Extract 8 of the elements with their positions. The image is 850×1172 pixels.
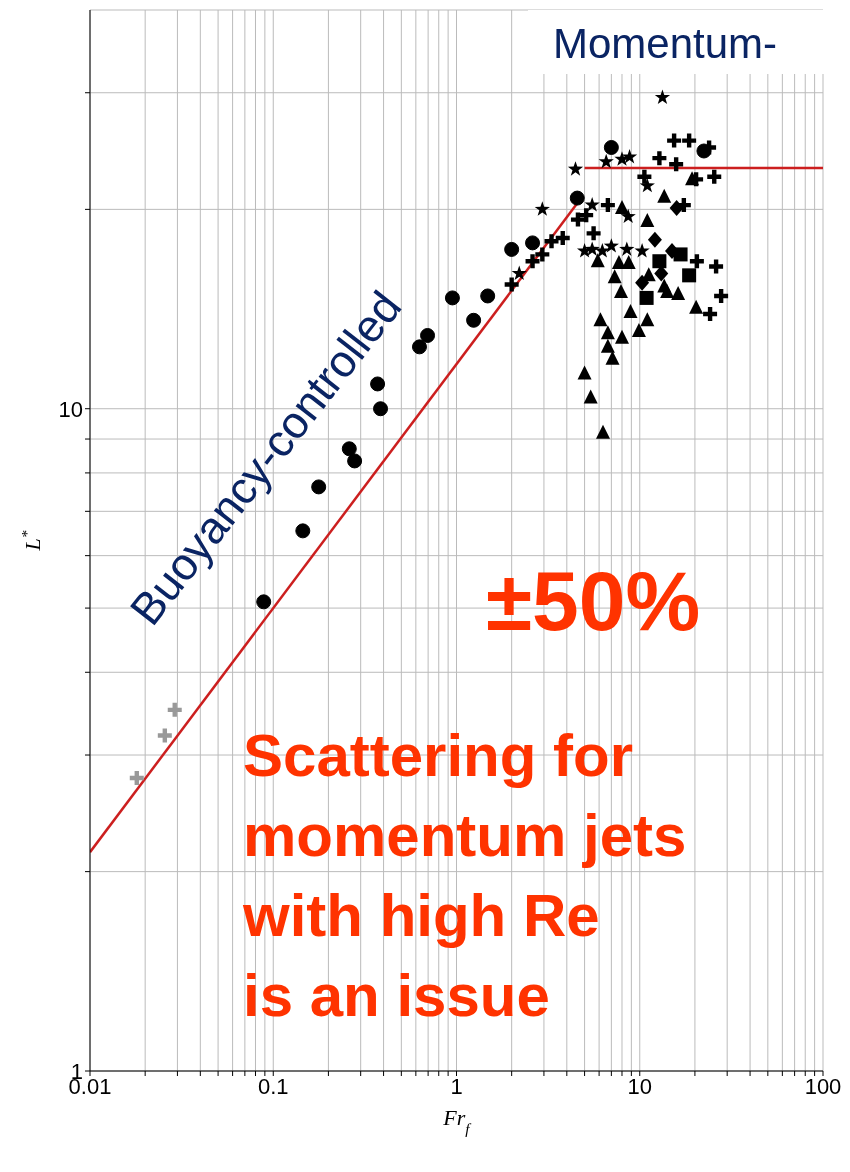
x-tick-label: 10	[627, 1073, 652, 1099]
annotation: Scattering for momentum jets with high Re is an issue	[243, 721, 687, 1031]
x-tick-label: 1	[450, 1073, 463, 1099]
annotation: Momentum-	[553, 20, 778, 67]
x-tick-label: 100	[804, 1073, 842, 1099]
x-axis-title: Fr$_{f}$	[442, 1105, 473, 1137]
annotation: ±50%	[486, 554, 701, 648]
x-tick-label: 0.1	[257, 1073, 289, 1099]
